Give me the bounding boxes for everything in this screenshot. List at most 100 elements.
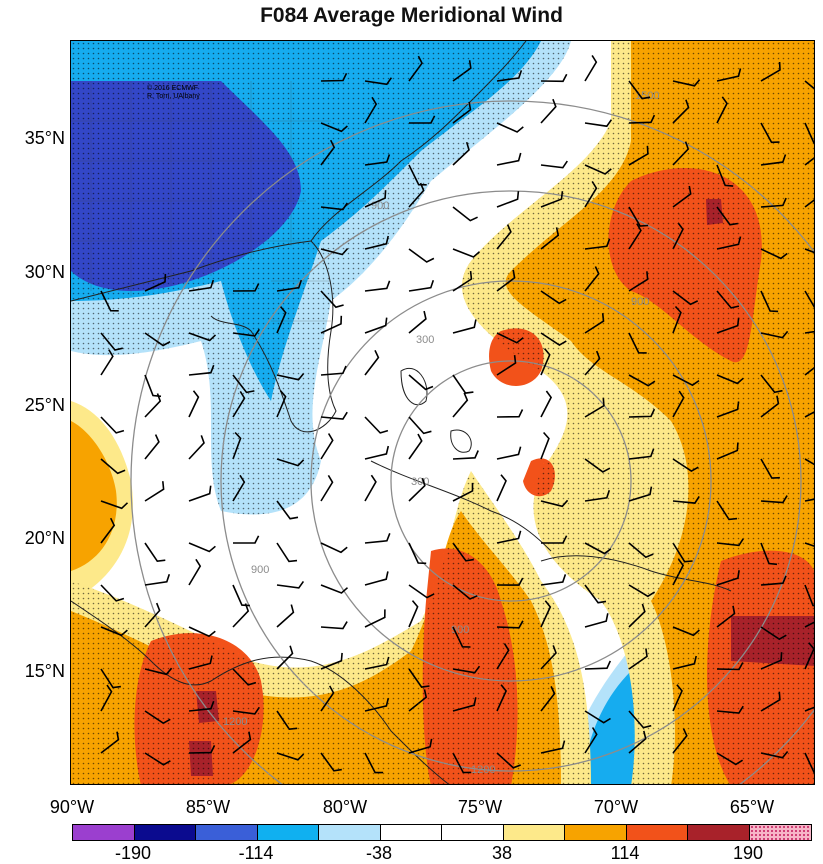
wind-barb <box>320 122 348 133</box>
wind-barb <box>628 374 656 387</box>
wind-barb <box>276 390 287 418</box>
wind-barb <box>408 600 419 628</box>
wind-field-map: 300 900 900 900 1500 300 900 1200 1200 <box>71 41 814 784</box>
wind-barb <box>716 96 728 124</box>
wind-barb <box>672 728 688 754</box>
stippled-negative <box>71 41 571 515</box>
wind-barb <box>408 584 435 599</box>
wind-barb <box>804 642 814 670</box>
wind-barb <box>760 542 778 566</box>
wind-barb <box>716 442 739 460</box>
wind-barb <box>100 290 119 312</box>
wind-barb <box>232 474 246 502</box>
wind-barb <box>364 317 388 334</box>
wind-barb <box>496 70 523 82</box>
wind-barb <box>232 390 246 418</box>
wind-barb <box>628 542 654 559</box>
wind-barb <box>672 390 685 418</box>
wind-barb <box>804 498 814 502</box>
wind-barb <box>628 206 649 227</box>
wind-barb <box>452 542 474 562</box>
wind-barb <box>232 535 260 544</box>
wind-barb <box>408 279 435 292</box>
wind-barb <box>540 290 567 305</box>
mid-positive-west <box>71 421 117 571</box>
wind-barb <box>540 740 566 754</box>
map-panel[interactable]: 300 900 900 900 1500 300 900 1200 1200 ©… <box>70 40 815 785</box>
wind-barb <box>408 477 426 502</box>
wind-barb <box>276 542 298 563</box>
wind-barb <box>628 145 649 166</box>
colorbar-swatch <box>626 825 688 840</box>
credit-line: © 2016 ECMWF <box>147 85 199 92</box>
colorbar-swatch <box>688 825 750 840</box>
wind-barb <box>408 55 423 82</box>
wind-barb <box>672 79 701 87</box>
wind-barb <box>804 80 814 90</box>
wind-barb <box>100 731 120 754</box>
wind-barb <box>496 643 510 670</box>
wind-barb <box>364 752 384 774</box>
colorbar-swatch <box>380 825 442 840</box>
credit-text: © 2016 ECMWF R. Torn, UAlbany <box>147 85 200 101</box>
wind-barb <box>496 191 520 208</box>
wind-barb <box>100 416 125 434</box>
wind-barb <box>188 485 212 502</box>
wind-barb <box>496 474 507 502</box>
wind-barb <box>144 481 165 502</box>
lon-label: 85°W <box>185 797 231 817</box>
wind-barb <box>760 290 779 313</box>
wind-barb <box>144 374 162 398</box>
wind-barb <box>540 499 569 508</box>
wind-barb <box>496 152 522 166</box>
wind-barb <box>496 620 524 629</box>
wind-barb <box>100 458 126 475</box>
wind-barb <box>716 206 739 226</box>
wind-barb <box>100 349 114 376</box>
wind-barb <box>804 584 814 607</box>
wind-barb <box>584 489 611 502</box>
lon-label: 90°W <box>49 797 95 817</box>
wind-barb <box>804 290 814 308</box>
wind-barb <box>100 626 128 637</box>
wind-barb <box>584 164 612 175</box>
wind-barb <box>452 665 481 674</box>
wind-barb <box>144 434 160 460</box>
wind-barb <box>232 374 255 394</box>
wind-barb <box>276 752 305 761</box>
wind-barb <box>452 697 477 712</box>
wind-barb <box>100 500 129 510</box>
colorbar-label: 190 <box>732 843 764 863</box>
wind-barb <box>628 114 656 124</box>
wind-barb <box>144 573 171 586</box>
wind-barb <box>716 538 744 547</box>
wind-barb <box>408 310 427 334</box>
wind-barb <box>188 364 215 376</box>
colorbar-swatch <box>749 825 811 840</box>
colorbar-label: -114 <box>238 843 274 863</box>
wind-barb <box>540 73 568 83</box>
lon-label: 75°W <box>457 797 503 817</box>
lat-label: 20°N <box>24 528 65 548</box>
wind-barb <box>364 698 390 712</box>
wind-barb <box>628 648 648 670</box>
wind-barb <box>716 374 744 385</box>
wind-barb <box>188 655 213 670</box>
wind-barb <box>584 180 598 208</box>
lat-label: 30°N <box>24 262 65 282</box>
wind-barb <box>760 652 783 670</box>
lat-label: 15°N <box>24 661 65 681</box>
wind-barb <box>540 600 552 628</box>
wind-barbs <box>100 54 814 774</box>
wind-barb <box>452 482 474 502</box>
wind-barb <box>628 80 651 100</box>
wind-barb <box>320 72 348 82</box>
colorbar-label: 38 <box>491 843 513 863</box>
wind-barb <box>672 305 682 334</box>
wind-barb <box>144 752 171 766</box>
wind-barb <box>540 431 550 460</box>
wind-barb <box>760 330 789 339</box>
wind-barb <box>364 349 380 376</box>
wind-barb <box>760 458 780 479</box>
wind-barb <box>276 645 294 670</box>
